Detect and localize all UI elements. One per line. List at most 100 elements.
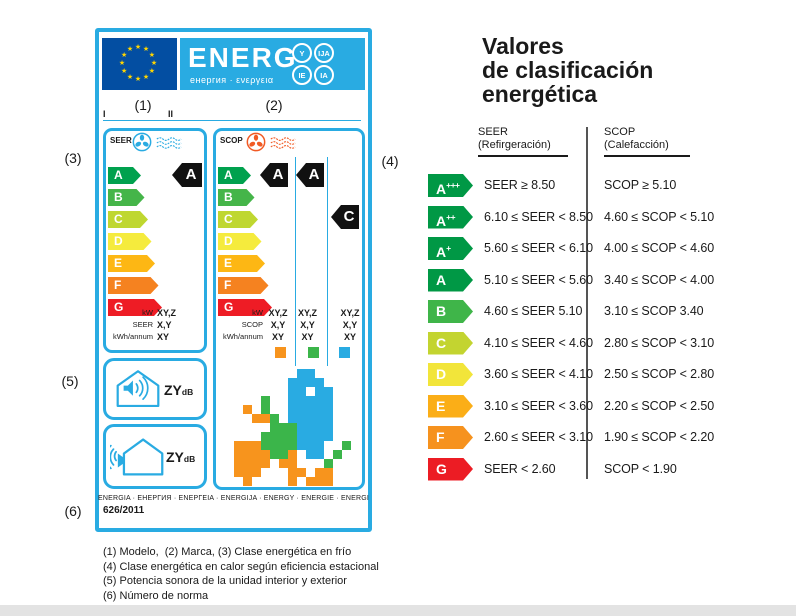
- value-label: kW: [252, 308, 263, 317]
- outdoor-noise-house-icon: [110, 438, 164, 476]
- map-pixel: [297, 405, 306, 414]
- map-pixel: [288, 441, 297, 450]
- value-placeholder: XY: [271, 332, 284, 342]
- class-plus: +: [446, 243, 451, 253]
- scop-range: SCOP < 1.90: [604, 461, 677, 476]
- bottom-edge-strip: [0, 605, 796, 616]
- class-letter: D: [436, 366, 447, 382]
- map-pixel: [306, 396, 315, 405]
- class-arrow-d: D: [108, 233, 152, 250]
- seer-range: 2.60 ≤ SEER < 3.10: [484, 430, 593, 444]
- map-pixel: [270, 450, 279, 459]
- scop-range: 4.60 ≤ SCOP < 5.10: [604, 209, 715, 224]
- indoor-noise-box: ZYdB: [103, 358, 207, 420]
- map-pixel: [324, 477, 333, 486]
- map-pixel: [342, 441, 351, 450]
- seer-header-underline: [478, 155, 568, 157]
- map-pixel: [297, 369, 306, 378]
- map-pixel: [288, 450, 297, 459]
- class-letter: G: [436, 460, 447, 477]
- class-plus: +++: [446, 180, 460, 190]
- seer-header-line2: (Refirgeración): [478, 139, 551, 151]
- map-pixel: [306, 450, 315, 459]
- map-pixel: [279, 423, 288, 432]
- map-pixel: [324, 414, 333, 423]
- scop-rating-letter-average: A: [308, 166, 320, 183]
- annotation-4: (4): [381, 153, 399, 169]
- seer-column-header: SEER (Refirgeración): [478, 126, 551, 152]
- heating-fan-icon: [246, 132, 266, 152]
- map-pixel: [252, 459, 261, 468]
- annotation-2: (2): [265, 97, 283, 113]
- map-pixel: [306, 432, 315, 441]
- map-pixel: [288, 387, 297, 396]
- map-pixel: [243, 468, 252, 477]
- map-pixel: [288, 405, 297, 414]
- map-pixel: [315, 396, 324, 405]
- climate-zone-square: [339, 347, 350, 358]
- value-label: kWh/annum: [112, 332, 153, 341]
- map-pixel: [315, 450, 324, 459]
- indoor-noise-house-icon: [116, 370, 160, 408]
- class-arrow-f: F: [108, 277, 159, 294]
- map-pixel: [252, 468, 261, 477]
- value-label: kWh/annum: [222, 332, 263, 341]
- class-arrow-e: E: [108, 255, 155, 272]
- map-pixel: [297, 423, 306, 432]
- footnote-line: (5) Potencia sonora de la unidad interio…: [103, 575, 347, 587]
- scop-header-line1: SCOP: [604, 126, 636, 138]
- map-pixel: [315, 414, 324, 423]
- value-placeholder: XY,Z: [268, 308, 288, 318]
- class-letter: A: [436, 271, 447, 288]
- class-letter: F: [436, 429, 445, 445]
- value-placeholder: X,Y: [157, 320, 172, 330]
- value-placeholder: XY: [301, 332, 314, 342]
- eu-flag: ★ ★ ★ ★ ★ ★ ★ ★ ★ ★ ★ ★: [102, 38, 180, 90]
- class-arrow-f: F: [218, 277, 269, 294]
- map-pixel: [261, 432, 270, 441]
- map-pixel: [270, 423, 279, 432]
- scop-range: 2.20 ≤ SCOP < 2.50: [604, 398, 715, 413]
- map-pixel: [324, 396, 333, 405]
- map-pixel: [315, 378, 324, 387]
- scop-rating-letter-warm: A: [272, 166, 284, 183]
- map-pixel: [261, 396, 270, 405]
- map-pixel: [234, 459, 243, 468]
- europe-climate-map: [234, 369, 360, 486]
- class-arrow-e: E: [218, 255, 265, 272]
- class-letter: A: [436, 181, 447, 197]
- table-class-arrow-a: A: [428, 269, 473, 292]
- seer-range: 3.60 ≤ SEER < 4.10: [484, 367, 593, 381]
- map-pixel: [261, 441, 270, 450]
- map-pixel: [324, 468, 333, 477]
- map-pixel: [315, 387, 324, 396]
- class-arrow-c: C: [218, 211, 258, 228]
- indoor-noise-unit: dB: [181, 387, 194, 397]
- multilingual-energy-line: ENERGIA · ЕНЕРГИЯ · ΕΝΕΡΓΕΙΑ · ENERGIJA …: [98, 495, 369, 502]
- class-letter: A: [436, 212, 447, 229]
- map-pixel: [288, 396, 297, 405]
- value-placeholder: X,Y: [270, 320, 286, 330]
- map-pixel: [315, 477, 324, 486]
- class-letter: E: [436, 397, 446, 414]
- map-pixel: [243, 459, 252, 468]
- map-pixel: [333, 450, 342, 459]
- table-class-arrow-a+: A+: [428, 237, 473, 260]
- map-pixel: [306, 405, 315, 414]
- scop-range: 2.50 ≤ SCOP < 2.80: [604, 367, 715, 381]
- class-letter: C: [436, 334, 447, 351]
- eu-flag-star: ★: [134, 76, 142, 83]
- indoor-noise-number: ZY: [164, 382, 182, 398]
- eu-flag-star: ★: [126, 73, 134, 81]
- map-pixel: [306, 423, 315, 432]
- scop-range: 2.80 ≤ SCOP < 3.10: [604, 335, 715, 350]
- map-pixel: [279, 441, 288, 450]
- annotation-3: (3): [64, 150, 82, 166]
- map-pixel: [297, 468, 306, 477]
- seer-range: SEER < 2.60: [484, 461, 556, 476]
- map-pixel: [324, 459, 333, 468]
- scop-value-row: SCOP X,Y X,Y X,Y: [216, 319, 362, 331]
- seer-values: kW XY,Z SEER X,Y kWh/annum XY: [106, 307, 204, 345]
